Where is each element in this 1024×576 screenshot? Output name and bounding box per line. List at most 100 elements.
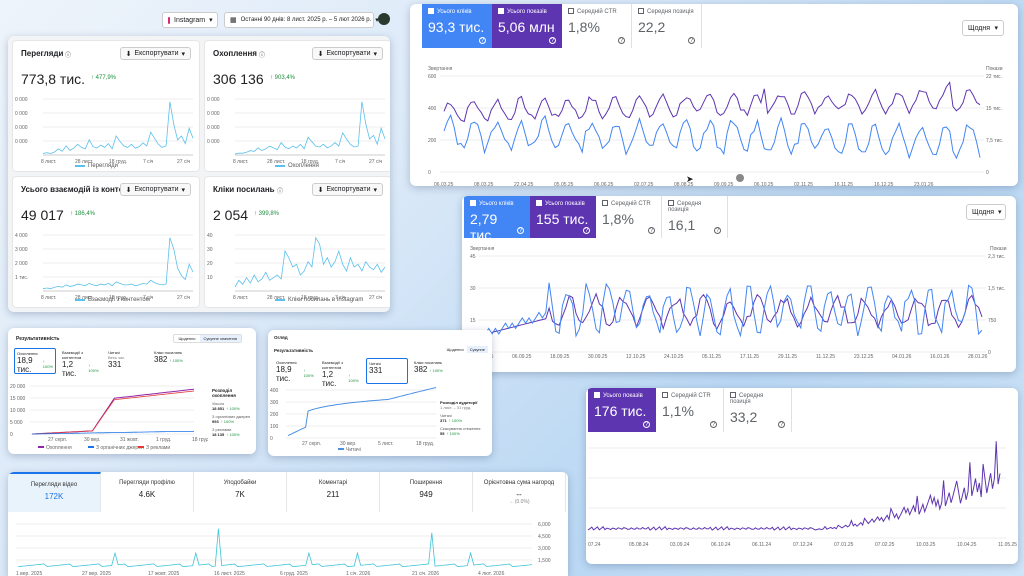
info-icon: ⓘ: [277, 189, 284, 195]
metric-label: Кліки посилань: [154, 350, 183, 355]
y-tick-right: 1,5 тис.: [988, 286, 1005, 292]
y-tick: 15 000: [10, 396, 26, 402]
metric-tile[interactable]: Середня позиція 22,2?: [632, 4, 702, 48]
side-item: Усього 18 851 ↑ 100%: [212, 401, 254, 411]
metric-tile[interactable]: Середній CTR 1,1%?: [656, 388, 724, 432]
y-tick: 20: [207, 261, 213, 267]
checkbox-icon: [594, 392, 600, 398]
metric-box[interactable]: Взаємодії з контентом 1,2 тис. ↑ 100%: [60, 348, 102, 378]
x-tick: 1 груд.: [156, 437, 171, 443]
tile-label: Усього показів: [498, 8, 556, 15]
metric-tile[interactable]: Середній CTR 1,8%?: [596, 196, 662, 238]
right-axis-label: Покази: [990, 246, 1007, 252]
left-axis-label: Звертання: [428, 66, 453, 72]
tab-cumulative[interactable]: Сукупне: [466, 346, 488, 353]
help-icon: ?: [710, 421, 717, 428]
tile-label-text: Середній CTR: [611, 201, 651, 207]
y-tick: 30: [207, 247, 213, 253]
side-title: Розподіл охоплення: [212, 388, 236, 398]
y-tick: 0 000: [15, 139, 28, 145]
checkbox-icon: [602, 200, 608, 206]
period-select[interactable]: Щодня ▾: [966, 204, 1006, 220]
metric-box[interactable]: Взаємодії з контентом 1,2 тис. ↑ 100%: [320, 358, 362, 388]
card-value: 2 054: [213, 207, 249, 223]
metric-tile[interactable]: Середня позиція 33,2?: [724, 388, 792, 432]
chart-legend: Кліки посилань в Instagram: [275, 297, 363, 303]
side-value: 18 135: [212, 432, 225, 437]
x-tick: 03.09.24: [670, 542, 690, 548]
export-button[interactable]: ⬇ Експортувати ▾: [311, 47, 383, 60]
metric-tab[interactable]: Коментарі 211: [287, 472, 380, 512]
x-tick: 8 лист.: [41, 295, 57, 301]
export-label: Експортувати: [134, 186, 179, 193]
side-delta: ↑ 100%: [220, 419, 235, 424]
tile-label: Середня позиція: [730, 392, 785, 405]
x-tick: 6 груд. 2025: [280, 571, 308, 576]
y-tick-right: 15 тис.: [986, 106, 1002, 112]
metric-tile[interactable]: Усього показів 5,06 млн?: [492, 4, 562, 48]
metric-tab[interactable]: Уподобайки 7K: [194, 472, 287, 512]
series-line: [42, 101, 194, 154]
x-tick: 30.09.25: [588, 354, 608, 360]
x-tick: 07.02.25: [875, 542, 895, 548]
metric-tile[interactable]: Усього кліків 93,3 тис.?: [422, 4, 492, 48]
y-tick: 1,500: [538, 558, 551, 564]
y-tick: 0: [10, 432, 13, 438]
ads-line: [31, 390, 195, 435]
card-title: Охоплення: [213, 49, 257, 58]
export-button[interactable]: ⬇ Експортувати ▾: [119, 47, 191, 60]
tile-label-text: Усього показів: [507, 9, 547, 15]
x-tick: 06.10.24: [711, 542, 731, 548]
tab-label: Поширення: [409, 480, 443, 486]
metric-tab[interactable]: Поширення 949: [380, 472, 473, 512]
metric-tile[interactable]: Усього показів 155 тис.?: [530, 196, 596, 238]
metric-tab[interactable]: Перегляди профілю 4.6K: [101, 472, 194, 512]
metric-box[interactable]: Кліки посилань 382 ↑ 100%: [152, 348, 194, 374]
export-button[interactable]: ⬇ Експортувати ▾: [119, 183, 191, 196]
y-tick-left: 600: [428, 74, 437, 80]
metric-box[interactable]: Читачі Весь час 331: [106, 348, 148, 374]
date-range-select[interactable]: ▦ Останні 90 днів: 8 лист. 2025 р. – 5 л…: [224, 12, 379, 28]
tile-label: Середній CTR: [662, 392, 717, 399]
download-icon: ⬇: [125, 186, 132, 194]
x-tick: 05.05.25: [554, 182, 574, 186]
y-tick-right: 0: [988, 350, 991, 356]
export-button[interactable]: ⬇ Експортувати ▾: [311, 183, 383, 196]
metric-tile[interactable]: Усього показів 176 тис.?: [588, 388, 656, 432]
tiktok-analytics-panel: Перегляди відео 172K Перегляди профілю 4.6K…: [8, 472, 568, 576]
tile-label-text: Усього показів: [545, 201, 585, 207]
side-delta: ↑ 100%: [226, 432, 240, 437]
period-label: Щодня: [972, 208, 995, 216]
metric-tab[interactable]: Перегляди відео 172K: [8, 472, 101, 512]
tab-daily[interactable]: Щоденно: [178, 336, 196, 341]
legend-swatch: [75, 165, 85, 167]
annotation-marker[interactable]: [736, 174, 744, 182]
period-select[interactable]: Щодня ▾: [962, 20, 1004, 36]
tab-value: 172K: [44, 492, 64, 501]
x-tick: 18 груд.: [301, 295, 319, 301]
avatar[interactable]: [378, 13, 390, 25]
metric-box[interactable]: Читачі 331: [366, 358, 408, 384]
metric-tab[interactable]: Орієнтовна сума нагород -- → (0.0%): [473, 472, 566, 512]
side-row: 55 ↑ 100%: [440, 431, 490, 436]
x-tick: 17 жовт. 2025: [148, 571, 179, 576]
tab-value: 949: [419, 490, 433, 499]
metric-box[interactable]: Охоплення 18,9 тис. ↑ 100%: [274, 358, 316, 384]
metric-value: 382: [414, 365, 428, 374]
x-tick: 28 лист.: [75, 295, 93, 301]
legend-label: З реклами: [146, 445, 170, 451]
tile-label: Усього показів: [594, 392, 650, 399]
tab-daily[interactable]: Щоденно: [446, 347, 464, 352]
tab-label: Уподобайки: [223, 480, 257, 486]
tab-cumulative[interactable]: Сукупне значення: [199, 335, 241, 342]
metric-box[interactable]: Кліки посилань 382 ↑ 100%: [412, 358, 454, 384]
help-icon: ?: [517, 227, 524, 234]
metric-tile[interactable]: Середня позиція 16,1?: [662, 196, 728, 238]
metric-box[interactable]: Охоплення 18,9 тис. ↑ 100%: [14, 348, 56, 374]
metric-tile[interactable]: Усього кліків 2,79 тис.?: [464, 196, 530, 243]
x-tick: 27 серп.: [48, 437, 67, 443]
metric-tile[interactable]: Середній CTR 1,8%?: [562, 4, 632, 48]
calendar-icon: ▦: [230, 17, 237, 24]
card-delta: ↑ 903,4%: [270, 75, 296, 81]
platform-select[interactable]: Instagram ▾: [162, 12, 218, 28]
